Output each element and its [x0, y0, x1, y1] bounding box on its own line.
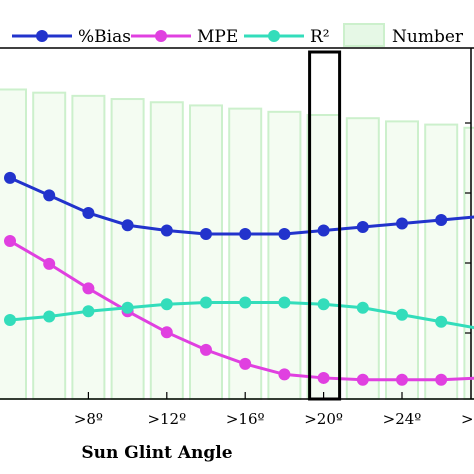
number-bar: [228, 107, 263, 401]
legend-number-swatch: [343, 23, 385, 47]
number-bar: [32, 91, 67, 400]
series-points: [4, 171, 448, 386]
x-tick-label: >24º: [383, 410, 422, 428]
point-bias: [356, 221, 369, 234]
point-mpe: [356, 373, 369, 386]
x-tick-label: >12º: [147, 410, 186, 428]
legend-r2-marker: [268, 30, 280, 42]
point-mpe: [4, 235, 16, 248]
number-bar: [267, 110, 302, 401]
point-bias: [4, 171, 16, 184]
legend-mpe-marker: [155, 30, 167, 42]
point-r2: [356, 301, 369, 314]
point-r2: [278, 296, 291, 309]
x-tick-label: >28º: [461, 410, 474, 428]
point-r2: [200, 296, 212, 309]
point-r2: [82, 305, 95, 318]
point-mpe: [435, 373, 448, 386]
point-mpe: [43, 257, 56, 270]
number-bar: [306, 114, 341, 400]
number-bar: [110, 98, 145, 401]
legend-item-number: Number: [343, 23, 464, 47]
point-bias: [317, 224, 330, 237]
point-r2: [396, 308, 408, 321]
number-bar: [71, 94, 106, 400]
x-tick-label: >16º: [226, 410, 265, 428]
x-tick-label: >20º: [304, 410, 343, 428]
legend-mpe-label: MPE: [197, 27, 238, 47]
legend-item-r2: R²: [244, 27, 330, 47]
point-mpe: [278, 368, 291, 381]
point-r2: [239, 296, 252, 309]
legend-r2-label: R²: [310, 27, 330, 47]
number-bar: [149, 101, 184, 400]
right-ticks: [465, 122, 471, 334]
point-bias: [121, 219, 134, 232]
point-r2: [43, 310, 56, 323]
x-tick-label: >8º: [74, 410, 103, 428]
point-bias: [160, 224, 173, 237]
legend-item-bias: %Bias: [12, 27, 131, 47]
point-mpe: [396, 373, 408, 386]
point-mpe: [160, 326, 173, 339]
number-bar: [424, 123, 459, 400]
number-bars: [0, 88, 474, 401]
legend-item-mpe: MPE: [131, 27, 238, 47]
legend: %Bias MPE R² Number: [12, 23, 464, 47]
point-mpe: [200, 343, 212, 356]
legend-bias-marker: [36, 30, 48, 42]
axes: [0, 47, 474, 400]
point-bias: [239, 228, 252, 241]
point-r2: [121, 301, 134, 314]
number-bar: [345, 117, 380, 400]
point-mpe: [239, 357, 252, 370]
x-axis-title: Sun Glint Angle: [81, 443, 232, 463]
point-bias: [278, 228, 291, 241]
point-r2: [317, 298, 330, 311]
highlight-box-20: [308, 50, 342, 401]
point-r2: [435, 315, 448, 328]
number-bar: [385, 120, 419, 401]
point-mpe: [317, 371, 330, 384]
point-bias: [43, 189, 56, 202]
point-r2: [160, 298, 173, 311]
point-r2: [4, 314, 16, 327]
x-ticks: >8º >12º >16º >20º >24º >28º: [74, 392, 474, 428]
point-mpe: [82, 282, 95, 295]
point-bias: [200, 228, 212, 241]
point-bias: [396, 217, 408, 230]
legend-bias-label: %Bias: [78, 27, 131, 47]
legend-number-label: Number: [392, 27, 464, 47]
point-bias: [82, 206, 95, 219]
point-bias: [435, 213, 448, 226]
